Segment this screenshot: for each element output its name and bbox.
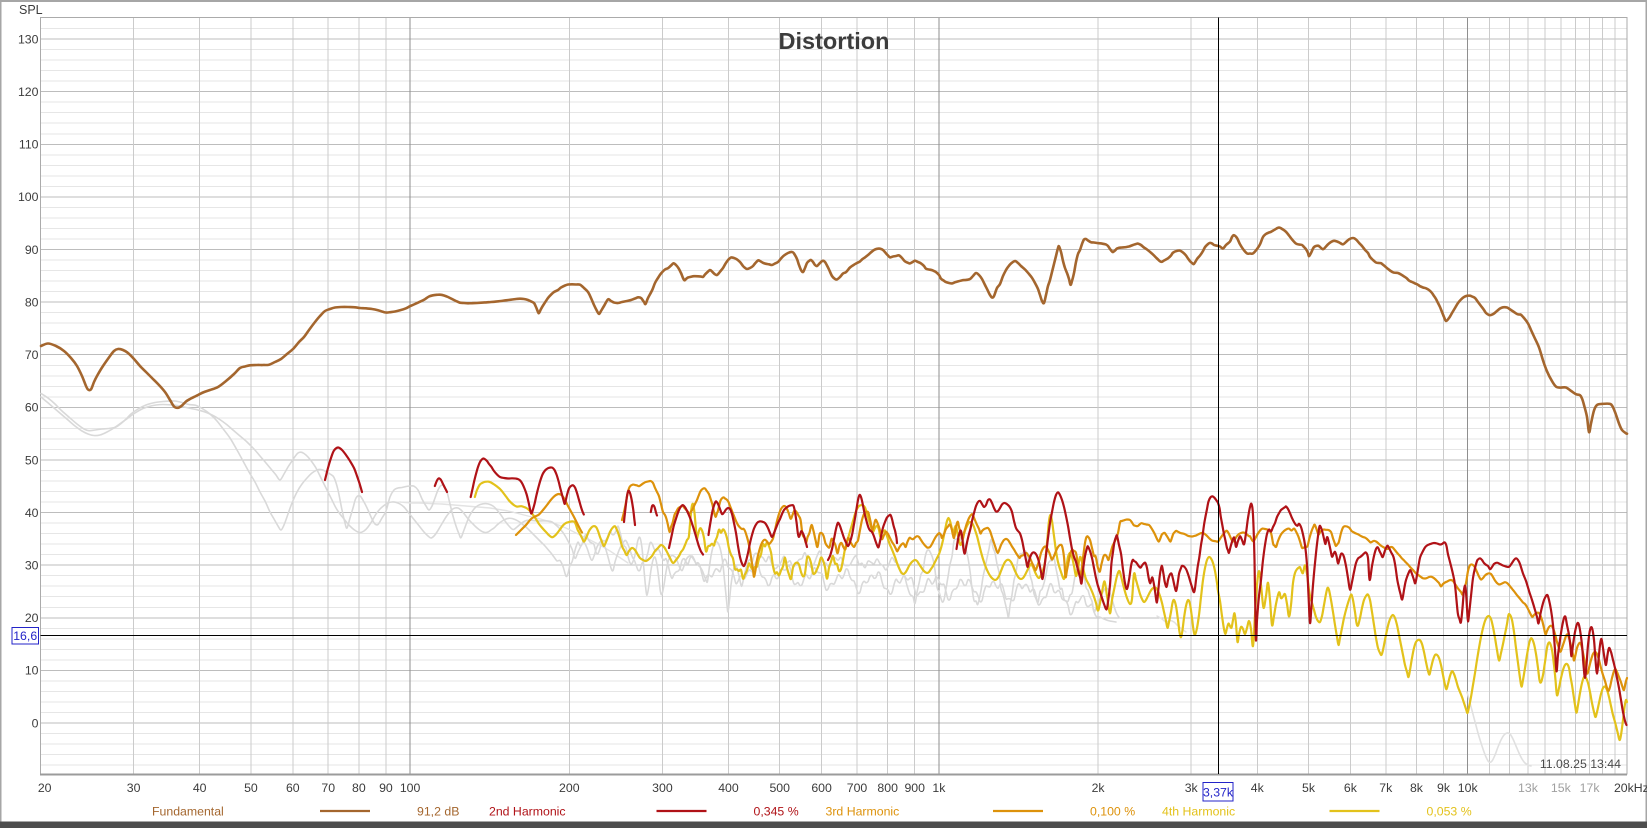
svg-text:100: 100	[18, 190, 39, 204]
svg-text:600: 600	[811, 781, 832, 795]
svg-text:40: 40	[25, 506, 39, 520]
svg-text:70: 70	[25, 348, 39, 362]
svg-text:2nd Harmonic: 2nd Harmonic	[489, 804, 566, 818]
svg-text:11.08.25 13:44: 11.08.25 13:44	[1540, 757, 1621, 771]
svg-text:0,345 %: 0,345 %	[754, 804, 799, 818]
svg-text:2k: 2k	[1092, 781, 1106, 795]
svg-text:400: 400	[718, 781, 739, 795]
svg-text:110: 110	[19, 138, 39, 152]
svg-text:20kHz: 20kHz	[1614, 781, 1647, 795]
svg-text:4k: 4k	[1251, 781, 1265, 795]
svg-text:50: 50	[25, 453, 39, 467]
svg-text:8k: 8k	[1410, 781, 1424, 795]
svg-text:30: 30	[127, 781, 141, 795]
svg-text:900: 900	[904, 781, 925, 795]
svg-text:50: 50	[244, 781, 258, 795]
svg-text:1k: 1k	[932, 781, 946, 795]
svg-text:6k: 6k	[1344, 781, 1358, 795]
svg-text:90: 90	[379, 781, 393, 795]
svg-text:SPL: SPL	[19, 3, 43, 17]
svg-text:200: 200	[559, 781, 580, 795]
svg-text:40: 40	[193, 781, 207, 795]
svg-text:9k: 9k	[1437, 781, 1451, 795]
svg-text:60: 60	[25, 401, 39, 415]
svg-text:100: 100	[400, 781, 421, 795]
svg-text:300: 300	[652, 781, 673, 795]
svg-text:5k: 5k	[1302, 781, 1316, 795]
svg-text:13k: 13k	[1518, 781, 1539, 795]
svg-text:17k: 17k	[1580, 781, 1601, 795]
svg-text:0,100 %: 0,100 %	[1090, 804, 1135, 818]
svg-text:7k: 7k	[1379, 781, 1393, 795]
svg-text:15k: 15k	[1551, 781, 1572, 795]
svg-text:500: 500	[769, 781, 790, 795]
svg-text:3rd Harmonic: 3rd Harmonic	[826, 804, 900, 818]
svg-text:800: 800	[877, 781, 898, 795]
svg-text:0,053 %: 0,053 %	[1427, 804, 1472, 818]
svg-text:70: 70	[321, 781, 335, 795]
svg-text:20: 20	[25, 611, 39, 625]
svg-text:130: 130	[18, 32, 39, 46]
svg-text:Distortion: Distortion	[779, 28, 890, 54]
svg-text:120: 120	[18, 85, 39, 99]
svg-text:10: 10	[25, 664, 39, 678]
svg-text:4th Harmonic: 4th Harmonic	[1162, 804, 1235, 818]
svg-text:80: 80	[352, 781, 366, 795]
svg-text:3,37k: 3,37k	[1203, 785, 1234, 799]
svg-text:16,6: 16,6	[13, 629, 37, 643]
svg-text:10k: 10k	[1458, 781, 1479, 795]
svg-text:30: 30	[25, 558, 39, 572]
svg-text:20: 20	[38, 781, 52, 795]
svg-text:91,2 dB: 91,2 dB	[417, 804, 459, 818]
svg-text:3k: 3k	[1185, 781, 1199, 795]
svg-text:Fundamental: Fundamental	[152, 804, 224, 818]
svg-text:60: 60	[286, 781, 300, 795]
svg-text:700: 700	[847, 781, 868, 795]
svg-text:0: 0	[32, 716, 39, 730]
svg-text:90: 90	[25, 243, 39, 257]
svg-text:80: 80	[25, 295, 39, 309]
